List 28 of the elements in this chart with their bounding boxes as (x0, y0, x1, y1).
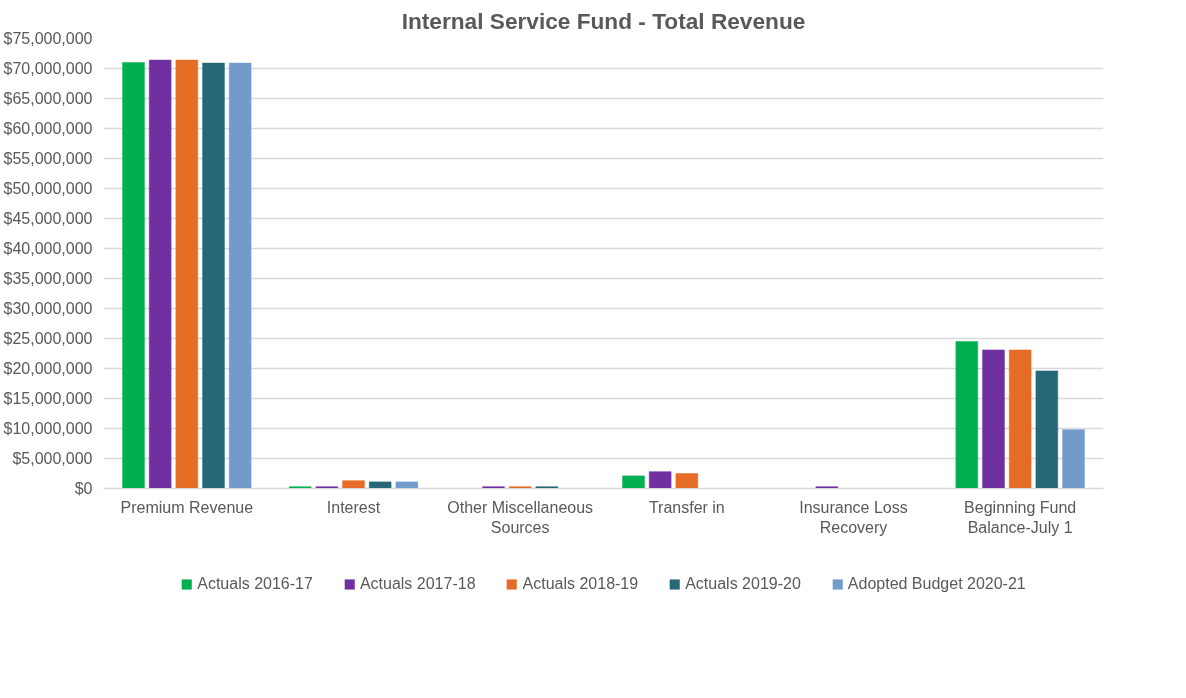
y-tick-label: $65,000,000 (3, 90, 93, 107)
x-tick-label: Premium Revenue (120, 498, 254, 516)
y-tick-label: $75,000,000 (3, 30, 93, 47)
y-tick-label: $20,000,000 (3, 360, 93, 377)
legend-label: Actuals 2018-19 (522, 575, 639, 593)
x-tick-label: Transfer in (648, 498, 725, 516)
legend-label: Actuals 2019-20 (685, 575, 801, 593)
legend-label: Actuals 2016-17 (197, 575, 313, 593)
x-tick-label: Other Miscellaneous Sources (447, 498, 594, 536)
y-tick-label: $35,000,000 (3, 270, 93, 287)
y-tick-label: $50,000,000 (3, 180, 93, 197)
x-tick-label: Insurance Loss Recovery (799, 498, 908, 536)
y-tick-label: $70,000,000 (3, 60, 93, 77)
y-tick-label: $25,000,000 (3, 330, 93, 347)
y-tick-label: $0 (74, 480, 93, 497)
y-tick-label: $55,000,000 (3, 150, 93, 167)
x-tick-label: Beginning Fund Balance-July 1 (964, 498, 1077, 536)
legend-label: Adopted Budget 2020-21 (847, 575, 1026, 593)
y-tick-label: $10,000,000 (3, 420, 93, 437)
y-tick-label: $15,000,000 (3, 390, 93, 407)
y-tick-label: $60,000,000 (3, 120, 93, 137)
legend-label: Actuals 2017-18 (359, 575, 476, 593)
x-tick-label: Interest (326, 498, 381, 516)
y-tick-label: $40,000,000 (3, 240, 93, 257)
chart-title: Internal Service Fund - Total Revenue (401, 7, 806, 34)
y-tick-label: $45,000,000 (3, 210, 93, 227)
y-tick-label: $30,000,000 (3, 300, 93, 317)
y-tick-label: $5,000,000 (12, 450, 93, 467)
